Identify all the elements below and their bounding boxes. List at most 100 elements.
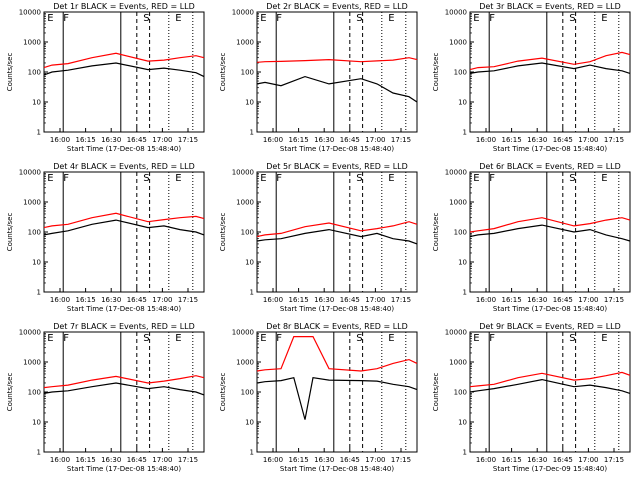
x-tick-label: 16:30 <box>314 296 334 304</box>
y-axis-label: Counts/sec <box>432 53 440 92</box>
x-tick-label: 17:15 <box>391 296 411 304</box>
panel-det-8r: Det 8r BLACK = Events, RED = LLD 1 10 100 10… <box>219 322 418 473</box>
time-marker-label: E <box>260 333 266 344</box>
time-marker-label: F <box>63 173 69 184</box>
panel-det-9r: Det 9r BLACK = Events, RED = LLD 1 10 100 10… <box>432 322 631 473</box>
plot-frame <box>256 331 418 453</box>
x-tick-label: 16:00 <box>263 456 283 464</box>
time-marker-label: S <box>356 13 362 24</box>
time-marker-label: S <box>143 13 149 24</box>
y-tick-label: 100 <box>28 69 41 77</box>
time-marker-label: E <box>47 13 53 24</box>
x-tick-label: 16:00 <box>476 456 496 464</box>
x-axis-label: Start Time (17-Dec-08 15:48:40) <box>280 145 394 153</box>
x-axis-label: Start Time (17-Dec-08 15:48:40) <box>280 465 394 473</box>
plot-frame <box>469 331 631 453</box>
time-marker-label: F <box>63 333 69 344</box>
y-tick-label: 10000 <box>19 169 41 177</box>
panel-det-6r: Det 6r BLACK = Events, RED = LLD 1 10 100 10… <box>432 162 631 313</box>
x-tick-label: 17:15 <box>604 296 624 304</box>
series-lld-line <box>469 51 631 71</box>
x-tick-label: 16:45 <box>127 136 147 144</box>
x-tick-label: 16:30 <box>314 136 334 144</box>
y-tick-label: 1000 <box>449 199 467 207</box>
x-tick-label: 16:15 <box>289 296 309 304</box>
y-axis-label: Counts/sec <box>6 53 14 92</box>
series-lld-line <box>43 375 205 389</box>
x-tick-label: 16:15 <box>502 456 522 464</box>
x-tick-label: 17:15 <box>178 136 198 144</box>
panel-det-7r: Det 7r BLACK = Events, RED = LLD 1 10 100 10… <box>6 322 205 473</box>
time-marker-label: E <box>260 173 266 184</box>
y-tick-label: 10000 <box>232 169 254 177</box>
y-tick-label: 100 <box>454 389 467 397</box>
y-axis-label: Counts/sec <box>219 213 227 252</box>
time-marker-label: E <box>601 13 607 24</box>
x-tick-label: 16:30 <box>527 456 547 464</box>
y-axis-label: Counts/sec <box>6 373 14 412</box>
x-tick-label: 17:00 <box>152 456 172 464</box>
x-tick-label: 16:45 <box>553 296 573 304</box>
x-axis-label: Start Time (17-Dec-09 15:48:40) <box>493 465 607 473</box>
x-tick-label: 17:15 <box>604 136 624 144</box>
y-tick-label: 1 <box>37 289 41 297</box>
y-tick-label: 1 <box>463 129 467 137</box>
x-tick-label: 16:30 <box>314 456 334 464</box>
chart-title: Det 2r BLACK = Events, RED = LLD <box>266 2 408 11</box>
time-marker-label: S <box>569 13 575 24</box>
series-lld-line <box>469 217 631 233</box>
time-marker-label: E <box>260 13 266 24</box>
series-events-line <box>43 219 205 236</box>
time-marker-label: E <box>601 173 607 184</box>
x-tick-label: 16:30 <box>527 136 547 144</box>
y-tick-label: 1000 <box>23 199 41 207</box>
time-marker-label: S <box>143 333 149 344</box>
y-tick-label: 100 <box>454 229 467 237</box>
y-tick-label: 100 <box>241 69 254 77</box>
y-tick-label: 10000 <box>445 329 467 337</box>
chart-title: Det 1r BLACK = Events, RED = LLD <box>53 2 195 11</box>
time-marker-label: E <box>473 173 479 184</box>
y-tick-label: 1 <box>250 129 254 137</box>
x-tick-label: 16:45 <box>553 456 573 464</box>
x-tick-label: 16:30 <box>101 136 121 144</box>
y-tick-label: 1000 <box>236 39 254 47</box>
plot-frame <box>43 331 205 453</box>
series-lld-line <box>256 57 418 63</box>
time-marker-label: E <box>473 333 479 344</box>
y-tick-label: 10 <box>458 419 467 427</box>
time-marker-label: S <box>569 173 575 184</box>
panel-det-3r: Det 3r BLACK = Events, RED = LLD 1 10 100 10… <box>432 2 631 153</box>
y-tick-label: 1 <box>463 289 467 297</box>
y-tick-label: 1 <box>37 449 41 457</box>
time-marker-label: F <box>276 13 282 24</box>
y-axis-label: Counts/sec <box>6 213 14 252</box>
x-tick-label: 16:45 <box>553 136 573 144</box>
y-tick-label: 10000 <box>232 329 254 337</box>
y-tick-label: 10 <box>458 259 467 267</box>
time-marker-label: E <box>175 13 181 24</box>
x-tick-label: 16:15 <box>502 296 522 304</box>
y-tick-label: 1 <box>37 129 41 137</box>
time-marker-label: F <box>276 333 282 344</box>
plot-frame <box>469 11 631 133</box>
x-tick-label: 16:00 <box>263 296 283 304</box>
x-axis-label: Start Time (17-Dec-08 15:48:40) <box>493 145 607 153</box>
x-tick-label: 16:45 <box>127 296 147 304</box>
y-tick-label: 10 <box>245 259 254 267</box>
plot-frame <box>469 171 631 293</box>
time-marker-label: E <box>47 173 53 184</box>
y-axis-label: Counts/sec <box>432 213 440 252</box>
x-tick-label: 16:00 <box>476 136 496 144</box>
y-tick-label: 1 <box>463 449 467 457</box>
y-tick-label: 1000 <box>23 359 41 367</box>
series-events-line <box>256 376 418 420</box>
x-tick-label: 16:45 <box>127 456 147 464</box>
y-tick-label: 1000 <box>236 199 254 207</box>
x-tick-label: 17:00 <box>578 296 598 304</box>
x-axis-label: Start Time (17-Dec-08 15:48:40) <box>67 145 181 153</box>
x-tick-label: 16:00 <box>50 296 70 304</box>
x-tick-label: 17:15 <box>178 296 198 304</box>
y-tick-label: 10 <box>32 259 41 267</box>
